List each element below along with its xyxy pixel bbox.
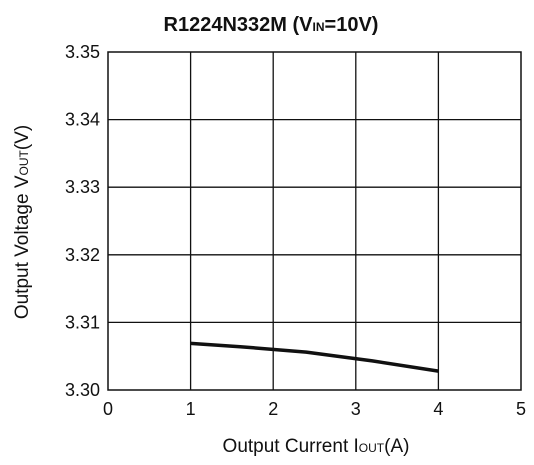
y-tick-label: 3.31 — [65, 312, 100, 332]
grid — [107, 51, 522, 391]
chart-title: R1224N332M (VIN=10V) — [164, 14, 379, 36]
x-axis-label: Output Current IOUT(A) — [223, 436, 410, 457]
x-tick-label: 0 — [103, 399, 113, 419]
y-tick-label: 3.35 — [65, 42, 100, 62]
x-tick-label: 2 — [268, 399, 278, 419]
series-line — [190, 341, 439, 373]
x-tick-label: 5 — [516, 399, 526, 419]
x-tick-label: 4 — [433, 399, 443, 419]
x-tick-label: 3 — [351, 399, 361, 419]
y-tick-labels: 3.30 3.31 3.32 3.33 3.34 3.35 — [65, 42, 100, 400]
y-tick-label: 3.32 — [65, 245, 100, 265]
series-group — [190, 341, 439, 373]
y-tick-label: 3.34 — [65, 110, 100, 130]
y-axis-label: Output Voltage VOUT(V) — [12, 125, 33, 319]
y-tick-label: 3.30 — [65, 380, 100, 400]
y-tick-label: 3.33 — [65, 177, 100, 197]
x-tick-label: 1 — [186, 399, 196, 419]
x-tick-labels: 0 1 2 3 4 5 — [103, 399, 526, 419]
plot-frame — [107, 51, 522, 391]
